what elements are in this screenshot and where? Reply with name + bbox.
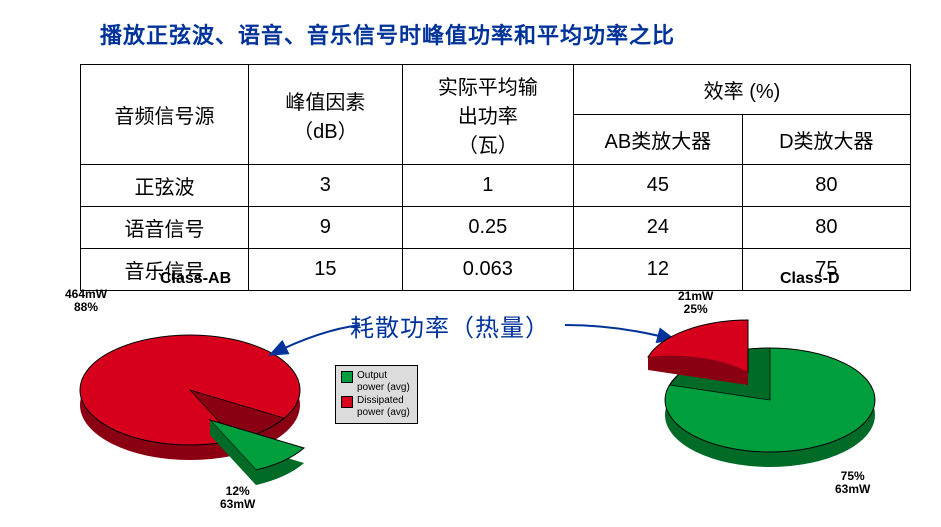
chart-class-ab: Class-AB 464mW 88% 12% (40, 270, 340, 520)
header-source: 音频信号源 (81, 65, 249, 165)
page-title: 播放正弦波、语音、音乐信号时峰值功率和平均功率之比 (100, 18, 911, 50)
annotation-label: 耗散功率（热量） (350, 308, 550, 343)
cell-source: 语音信号 (81, 207, 249, 249)
slice-pct: 75% (841, 469, 865, 483)
slice-pct: 25% (684, 302, 708, 316)
cell-eff-ab: 24 (574, 207, 743, 249)
slice-pct: 12% (226, 484, 250, 498)
slice-mw: 464mW (65, 287, 107, 301)
cell-source: 正弦波 (81, 165, 249, 207)
slice-mw: 63mW (220, 497, 255, 511)
header-efficiency-group: 效率 (%) (574, 65, 911, 115)
comparison-table: 音频信号源 峰值因素 （dB） 实际平均输 出功率 （瓦） 效率 (%) AB类… (80, 64, 911, 291)
cell-power: 0.25 (402, 207, 573, 249)
cell-power: 1 (402, 165, 573, 207)
header-crest-factor: 峰值因素 （dB） (249, 65, 403, 165)
header-class-d: D类放大器 (742, 115, 910, 165)
slice-label-dissipated: 21mW 25% (678, 290, 713, 316)
slice-label-dissipated: 464mW 88% (65, 288, 107, 314)
slice-mw: 63mW (835, 482, 870, 496)
slice-pct: 88% (74, 300, 98, 314)
charts-area: Class-AB 464mW 88% 12% (40, 270, 910, 520)
chart-class-d: Class-D 21mW 25% 75% 63mW (610, 270, 910, 520)
slice-label-output: 75% 63mW (835, 470, 870, 496)
table-header-row: 音频信号源 峰值因素 （dB） 实际平均输 出功率 （瓦） 效率 (%) (81, 65, 911, 115)
slice-label-output: 12% 63mW (220, 485, 255, 511)
cell-crest: 9 (249, 207, 403, 249)
legend-label: Dissipated power (avg) (357, 395, 412, 419)
cell-eff-ab: 45 (574, 165, 743, 207)
cell-eff-d: 80 (742, 207, 910, 249)
legend-swatch-output (341, 371, 353, 383)
header-avg-power: 实际平均输 出功率 （瓦） (402, 65, 573, 165)
page-root: 播放正弦波、语音、音乐信号时峰值功率和平均功率之比 音频信号源 峰值因素 （dB… (0, 0, 941, 527)
table-row: 语音信号 9 0.25 24 80 (81, 207, 911, 249)
header-class-ab: AB类放大器 (574, 115, 743, 165)
chart-legend: Output power (avg) Dissipated power (avg… (335, 365, 418, 424)
cell-crest: 3 (249, 165, 403, 207)
slice-mw: 21mW (678, 289, 713, 303)
legend-item: Dissipated power (avg) (341, 395, 412, 419)
legend-label: Output power (avg) (357, 370, 412, 394)
legend-item: Output power (avg) (341, 370, 412, 394)
table-row: 正弦波 3 1 45 80 (81, 165, 911, 207)
legend-swatch-dissipated (341, 396, 353, 408)
cell-eff-d: 80 (742, 165, 910, 207)
